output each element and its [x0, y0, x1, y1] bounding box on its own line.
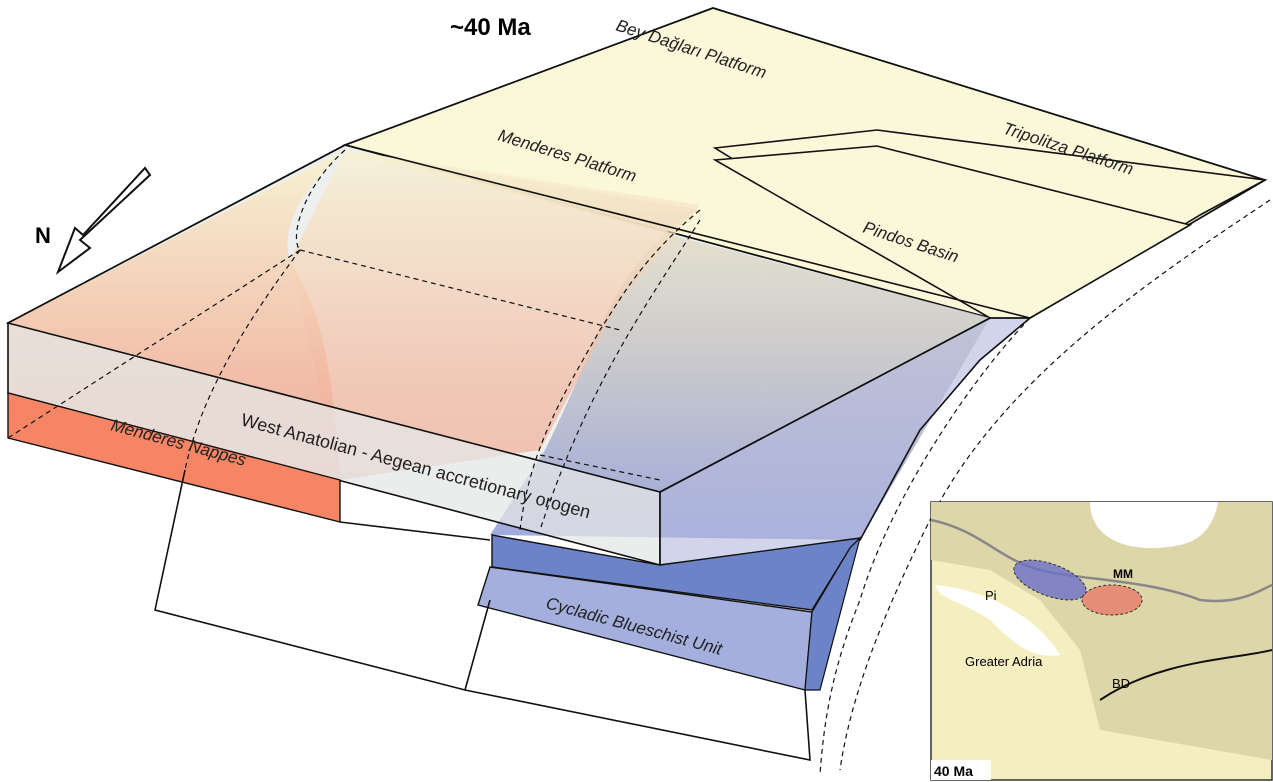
title: ~40 Ma: [450, 14, 531, 41]
inset-map: MM Pi Greater Adria BD 40 Ma: [930, 501, 1273, 781]
cbu-side: [804, 536, 862, 691]
inset-red-zone: [1081, 584, 1143, 616]
inset-label: Greater Adria: [965, 654, 1043, 669]
inset-label: Pi: [985, 588, 997, 603]
inset-label: MM: [1113, 567, 1133, 581]
pindos-basin: [712, 145, 1193, 319]
inset-sea: [1090, 502, 1218, 549]
inset-suture: [930, 518, 1273, 603]
inset-sea: [935, 585, 1060, 656]
edges: [7, 144, 1031, 493]
gradient-zone: [290, 150, 700, 480]
inset-label: BD: [1112, 676, 1130, 691]
dashed-boundaries: [7, 149, 1271, 776]
north-arrow: [55, 166, 152, 275]
north-label: N: [35, 223, 51, 248]
inset-age-box: [931, 760, 991, 780]
inset-age: 40 Ma: [934, 763, 973, 779]
lower-frame: [154, 469, 811, 761]
inset-front: [1099, 649, 1273, 701]
